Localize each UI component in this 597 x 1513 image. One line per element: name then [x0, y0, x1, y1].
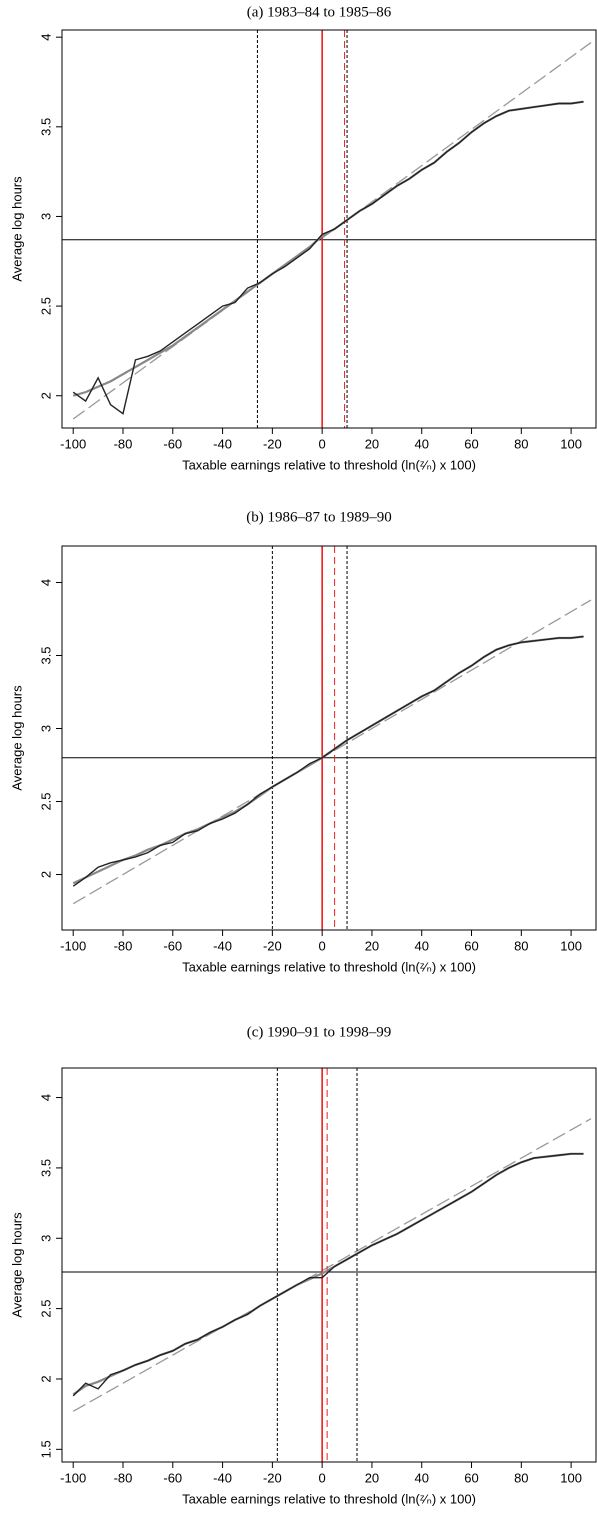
x-tick-label: 40 — [414, 1470, 428, 1485]
y-tick-label: 3 — [38, 1235, 53, 1242]
data-line — [72, 101, 584, 415]
x-axis-label: Taxable earnings relative to threshold (… — [182, 1491, 476, 1506]
x-tick-label: -60 — [163, 938, 182, 953]
x-axis-label: Taxable earnings relative to threshold (… — [182, 457, 476, 472]
x-tick-label: -20 — [263, 1470, 282, 1485]
x-tick-label: -60 — [163, 1470, 182, 1485]
y-tick-label: 3 — [38, 213, 53, 220]
panel-title: (c) 1990–91 to 1998–99 — [247, 1024, 392, 1040]
plot-frame — [61, 1067, 597, 1463]
x-tick-label: 40 — [414, 436, 428, 451]
x-tick-label: -20 — [263, 938, 282, 953]
data-line — [72, 635, 584, 885]
x-tick-label: 20 — [365, 436, 379, 451]
y-tick-label: 2.5 — [38, 792, 53, 810]
panel-title: (b) 1986–87 to 1989–90 — [246, 509, 391, 525]
fit-line — [72, 42, 592, 420]
plot-frame — [61, 545, 597, 931]
plot-area — [62, 546, 596, 930]
x-tick-label: -80 — [114, 938, 133, 953]
x-tick-label: -100 — [60, 938, 86, 953]
data-line — [72, 100, 584, 397]
y-tick-label: 4 — [38, 34, 53, 41]
y-tick-label: 2 — [38, 1375, 53, 1382]
x-tick-label: -80 — [114, 1470, 133, 1485]
x-tick-label: -100 — [60, 1470, 86, 1485]
x-tick-label: 80 — [514, 938, 528, 953]
data-line — [72, 1152, 584, 1396]
y-tick-label: 4 — [38, 579, 53, 586]
plot-area — [62, 30, 596, 428]
x-tick-label: 100 — [560, 938, 582, 953]
panel: (c) 1990–91 to 1998–99 Taxable earnings r… — [9, 1024, 597, 1506]
x-tick-label: 40 — [414, 938, 428, 953]
y-tick-label: 2 — [38, 392, 53, 399]
plot-area — [62, 1068, 596, 1462]
data-line — [72, 635, 584, 887]
data-line — [72, 1153, 584, 1397]
x-tick-label: 100 — [560, 1470, 582, 1485]
y-tick-label: 1.5 — [38, 1440, 53, 1458]
panel: (b) 1986–87 to 1989–90 Taxable earnings r… — [9, 509, 597, 974]
panel-title: (a) 1983–84 to 1985–86 — [247, 4, 392, 20]
y-tick-label: 3.5 — [38, 118, 53, 136]
x-tick-label: 0 — [319, 1470, 326, 1485]
x-tick-label: 60 — [464, 938, 478, 953]
x-tick-label: 80 — [514, 436, 528, 451]
y-axis-label: Average log hours — [9, 1212, 24, 1318]
y-tick-label: 2.5 — [38, 297, 53, 315]
x-tick-label: 20 — [365, 1470, 379, 1485]
y-tick-label: 3.5 — [38, 646, 53, 664]
x-tick-label: 0 — [319, 938, 326, 953]
x-tick-label: -40 — [213, 938, 232, 953]
y-tick-label: 3.5 — [38, 1159, 53, 1177]
x-tick-label: -80 — [114, 436, 133, 451]
x-tick-label: 20 — [365, 938, 379, 953]
y-axis-label: Average log hours — [9, 685, 24, 791]
x-tick-label: 80 — [514, 1470, 528, 1485]
x-axis-label: Taxable earnings relative to threshold (… — [182, 959, 476, 974]
y-tick-label: 4 — [38, 1094, 53, 1101]
panel: (a) 1983–84 to 1985–86 Taxable earnings r… — [9, 4, 597, 472]
y-tick-label: 2.5 — [38, 1300, 53, 1318]
x-tick-label: 100 — [560, 436, 582, 451]
x-tick-label: -40 — [213, 1470, 232, 1485]
y-tick-label: 3 — [38, 725, 53, 732]
plot-frame — [61, 29, 597, 429]
y-axis-label: Average log hours — [9, 176, 24, 282]
x-tick-label: 0 — [319, 436, 326, 451]
x-tick-label: -100 — [60, 436, 86, 451]
fit-line — [72, 599, 592, 905]
x-tick-label: 60 — [464, 1470, 478, 1485]
x-tick-label: -40 — [213, 436, 232, 451]
x-tick-label: 60 — [464, 436, 478, 451]
fit-line — [72, 1118, 592, 1412]
x-tick-label: -20 — [263, 436, 282, 451]
x-tick-label: -60 — [163, 436, 182, 451]
y-tick-label: 2 — [38, 871, 53, 878]
